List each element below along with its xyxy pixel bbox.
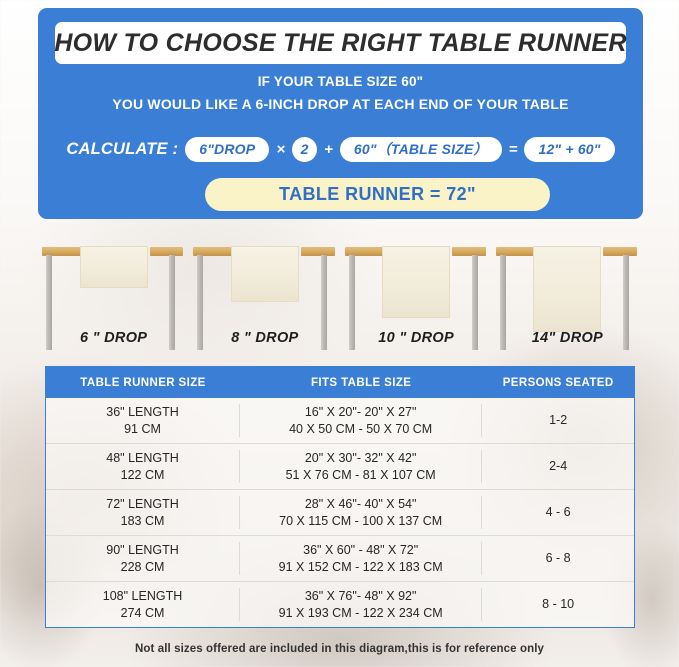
drop-illustrations: 6 " DROP 8 " DROP 10 " DROP 14" DROP <box>38 232 643 350</box>
cell-runner-size: 72" LENGTH 183 CM <box>46 495 241 530</box>
drop-label: 6 " DROP <box>79 330 148 346</box>
table-row: 90" LENGTH 228 CM 36" X 60" - 48" X 72" 91 … <box>46 535 634 581</box>
runner-size-inches: 72" LENGTH <box>106 496 179 511</box>
fits-size-cm: 91 X 152 CM - 122 X 183 CM <box>278 559 443 574</box>
title-pill: HOW TO CHOOSE THE RIGHT TABLE RUNNER <box>54 22 627 64</box>
cell-fits-table-size: 36" X 60" - 48" X 72" 91 X 152 CM - 122 X… <box>240 541 483 576</box>
table-runner-icon <box>382 246 451 318</box>
table-top-left-icon <box>193 247 233 256</box>
subtitle-line-1: IF YOUR TABLE SIZE 60" <box>257 74 424 89</box>
table-runner-result-pill: TABLE RUNNER = 72" <box>205 178 550 211</box>
plus-symbol: + <box>324 140 333 158</box>
persons-seated-value: 8 - 10 <box>542 597 575 612</box>
cell-runner-size: 36" LENGTH 91 CM <box>46 403 241 438</box>
table-row: 72" LENGTH 183 CM 28" X 46"- 40" X 54" 70 X… <box>46 489 634 535</box>
fits-size-inches: 28" X 46"- 40" X 54" <box>304 496 417 511</box>
fits-size-inches: 16" X 20"- 20" X 27" <box>304 404 417 419</box>
runner-size-cm: 228 CM <box>120 559 165 574</box>
drop-label: 14" DROP <box>531 330 604 346</box>
persons-seated-value: 4 - 6 <box>545 505 571 520</box>
runner-size-cm: 183 CM <box>120 513 165 528</box>
table-header-row: TABLE RUNNER SIZE FITS TABLE SIZE PERSON… <box>46 367 634 398</box>
fits-size-inches: 20" X 30"- 32" X 42" <box>304 450 417 465</box>
cell-runner-size: 48" LENGTH 122 CM <box>46 449 241 484</box>
drop-panel: 14" DROP <box>492 232 643 350</box>
table-leg-left-icon <box>348 255 355 350</box>
cell-persons-seated: 4 - 6 <box>482 504 634 521</box>
table-leg-right-icon <box>471 255 478 350</box>
runner-size-inches: 108" LENGTH <box>102 588 183 603</box>
table-leg-left-icon <box>499 255 506 350</box>
persons-seated-value: 6 - 8 <box>545 551 571 566</box>
cell-persons-seated: 1-2 <box>482 412 634 429</box>
runner-size-inches: 90" LENGTH <box>106 542 179 557</box>
result-sum-pill: 12" + 60" <box>524 136 615 162</box>
equals-symbol: = <box>508 140 518 158</box>
table-top-left-icon <box>344 247 385 256</box>
runner-size-inches: 48" LENGTH <box>106 450 179 465</box>
fits-size-inches: 36" X 60" - 48" X 72" <box>303 542 419 557</box>
calculate-label: CALCULATE : <box>66 139 179 158</box>
persons-seated-value: 2-4 <box>549 459 568 474</box>
table-top-left-icon <box>42 247 82 256</box>
drop-panel: 6 " DROP <box>38 232 189 350</box>
table-size-pill: 60"（TABLE SIZE） <box>339 136 502 162</box>
drop-panel: 10 " DROP <box>341 232 492 350</box>
table-leg-right-icon <box>623 255 629 350</box>
drop-value-pill: 6"DROP <box>185 136 270 162</box>
table-top-right-icon <box>149 247 184 256</box>
runner-size-cm: 91 CM <box>124 421 161 436</box>
multiply-symbol: × <box>276 140 286 158</box>
table-row: 48" LENGTH 122 CM 20" X 30"- 32" X 42" 51 X… <box>46 443 634 489</box>
cell-persons-seated: 2-4 <box>482 458 634 475</box>
table-leg-right-icon <box>169 255 176 350</box>
column-header-fits-table-size: FITS TABLE SIZE <box>310 376 412 389</box>
table-row: 108" LENGTH 274 CM 36" X 76"- 48" X 92" 91 … <box>46 581 634 627</box>
size-chart-table: TABLE RUNNER SIZE FITS TABLE SIZE PERSON… <box>45 366 635 628</box>
column-header-persons-seated: PERSONS SEATED <box>502 376 614 389</box>
table-leg-left-icon <box>46 255 52 350</box>
page-title: HOW TO CHOOSE THE RIGHT TABLE RUNNER <box>54 28 627 57</box>
column-header-runner-size: TABLE RUNNER SIZE <box>80 376 206 389</box>
fits-size-cm: 51 X 76 CM - 81 X 107 CM <box>285 467 436 482</box>
cell-fits-table-size: 28" X 46"- 40" X 54" 70 X 115 CM - 100 X … <box>240 495 483 530</box>
table-leg-left-icon <box>197 255 204 350</box>
cell-runner-size: 108" LENGTH 274 CM <box>46 587 241 622</box>
fits-size-cm: 40 X 50 CM - 50 X 70 CM <box>289 421 433 436</box>
table-top-right-icon <box>452 247 486 256</box>
drop-panel: 8 " DROP <box>189 232 340 350</box>
multiplier-pill: 2 <box>292 136 318 162</box>
table-runner-result-text: TABLE RUNNER = 72" <box>279 184 476 204</box>
fits-size-inches: 36" X 76"- 48" X 92" <box>304 588 417 603</box>
runner-size-cm: 122 CM <box>120 467 165 482</box>
cell-persons-seated: 6 - 8 <box>482 550 634 567</box>
table-top-right-icon <box>603 247 637 256</box>
table-top-left-icon <box>495 247 536 256</box>
cell-fits-table-size: 20" X 30"- 32" X 42" 51 X 76 CM - 81 X 10… <box>240 449 483 484</box>
runner-size-inches: 36" LENGTH <box>106 404 179 419</box>
cell-fits-table-size: 16" X 20"- 20" X 27" 40 X 50 CM - 50 X 70… <box>240 403 483 438</box>
footer-disclaimer: Not all sizes offered are included in th… <box>134 643 545 655</box>
cell-runner-size: 90" LENGTH 228 CM <box>46 541 241 576</box>
cell-persons-seated: 8 - 10 <box>482 596 634 613</box>
cell-fits-table-size: 36" X 76"- 48" X 92" 91 X 193 CM - 122 X … <box>240 587 483 622</box>
calculation-row: CALCULATE : 6"DROP × 2 + 60"（TABLE SIZE）… <box>38 134 643 164</box>
header-banner: HOW TO CHOOSE THE RIGHT TABLE RUNNER IF … <box>38 8 643 219</box>
drop-label: 10 " DROP <box>378 330 454 346</box>
table-leg-right-icon <box>320 255 327 350</box>
table-runner-icon <box>230 246 299 302</box>
table-runner-icon <box>533 246 602 332</box>
subtitle-line-2: YOU WOULD LIKE A 6-INCH DROP AT EACH END… <box>112 96 569 112</box>
fits-size-cm: 91 X 193 CM - 122 X 234 CM <box>278 605 443 620</box>
table-body: 36" LENGTH 91 CM 16" X 20"- 20" X 27" 40 X … <box>46 398 634 627</box>
drop-label: 8 " DROP <box>231 330 299 346</box>
table-top-right-icon <box>300 247 335 256</box>
fits-size-cm: 70 X 115 CM - 100 X 137 CM <box>279 513 443 528</box>
persons-seated-value: 1-2 <box>549 413 568 428</box>
table-row: 36" LENGTH 91 CM 16" X 20"- 20" X 27" 40 X … <box>46 398 634 443</box>
table-runner-icon <box>79 246 148 288</box>
runner-size-cm: 274 CM <box>120 605 165 620</box>
